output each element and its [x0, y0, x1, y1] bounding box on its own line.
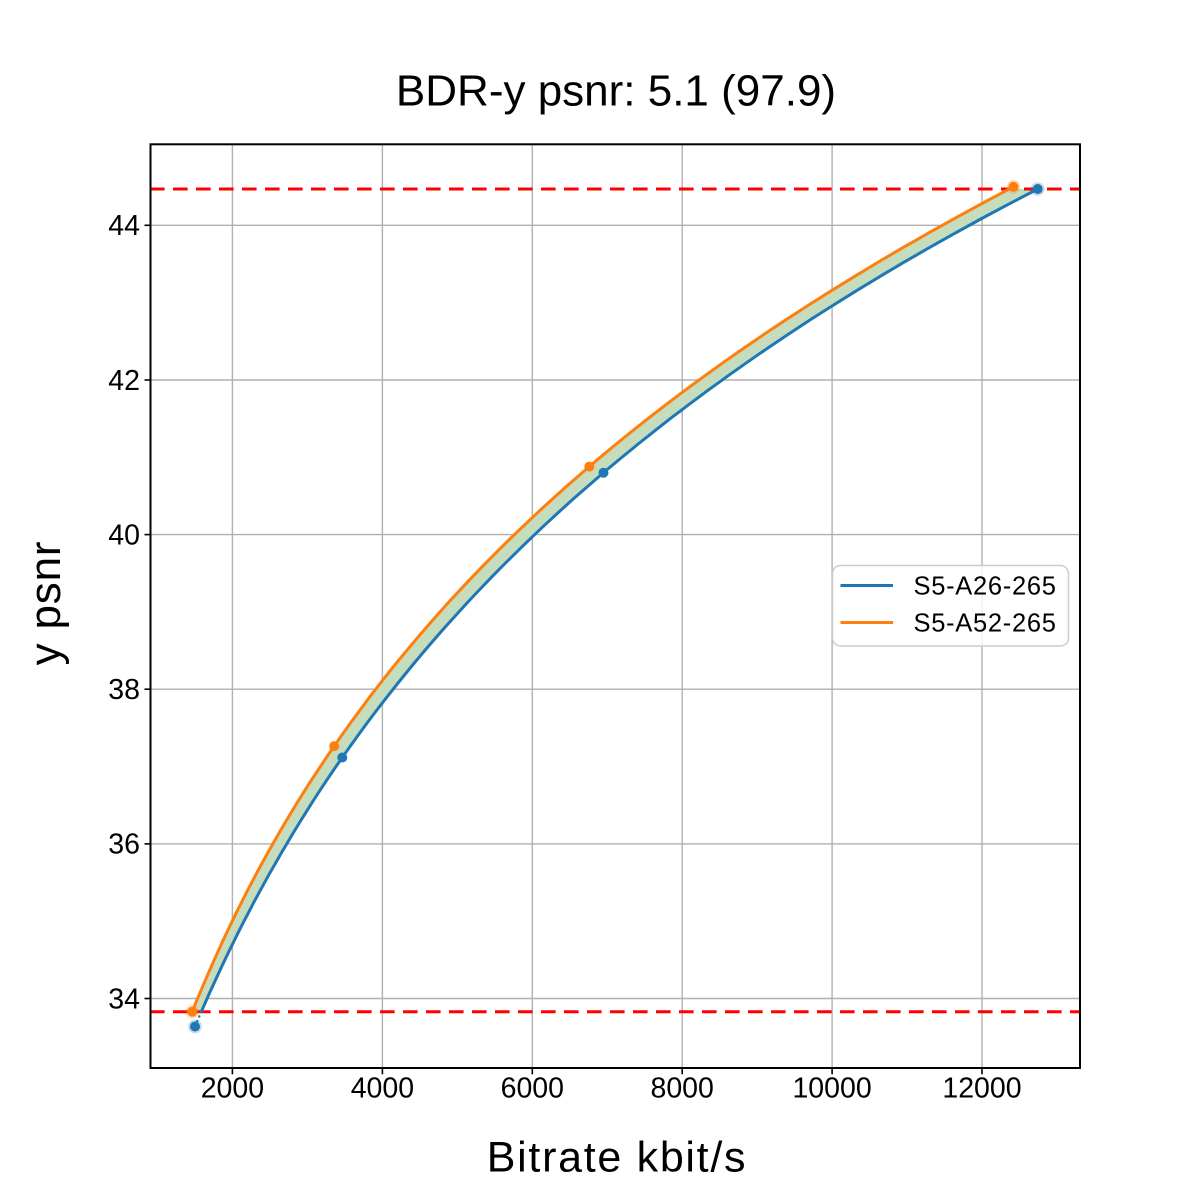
- svg-text:4000: 4000: [351, 1073, 414, 1105]
- svg-text:36: 36: [108, 829, 140, 861]
- svg-text:S5-A52-265: S5-A52-265: [914, 610, 1057, 638]
- svg-text:S5-A26-265: S5-A26-265: [914, 572, 1057, 600]
- svg-text:42: 42: [108, 365, 140, 397]
- svg-text:BDR-y psnr: 5.1 (97.9): BDR-y psnr: 5.1 (97.9): [396, 67, 836, 116]
- svg-text:40: 40: [108, 519, 140, 551]
- svg-text:6000: 6000: [501, 1073, 564, 1105]
- svg-text:34: 34: [108, 983, 140, 1015]
- svg-text:10000: 10000: [792, 1073, 871, 1105]
- svg-text:Bitrate kbit/s: Bitrate kbit/s: [487, 1134, 747, 1182]
- svg-text:2000: 2000: [201, 1073, 264, 1105]
- svg-text:y psnr: y psnr: [21, 541, 70, 666]
- svg-text:38: 38: [108, 674, 140, 706]
- svg-text:8000: 8000: [650, 1073, 713, 1105]
- svg-text:12000: 12000: [942, 1073, 1021, 1105]
- svg-text:44: 44: [108, 210, 140, 242]
